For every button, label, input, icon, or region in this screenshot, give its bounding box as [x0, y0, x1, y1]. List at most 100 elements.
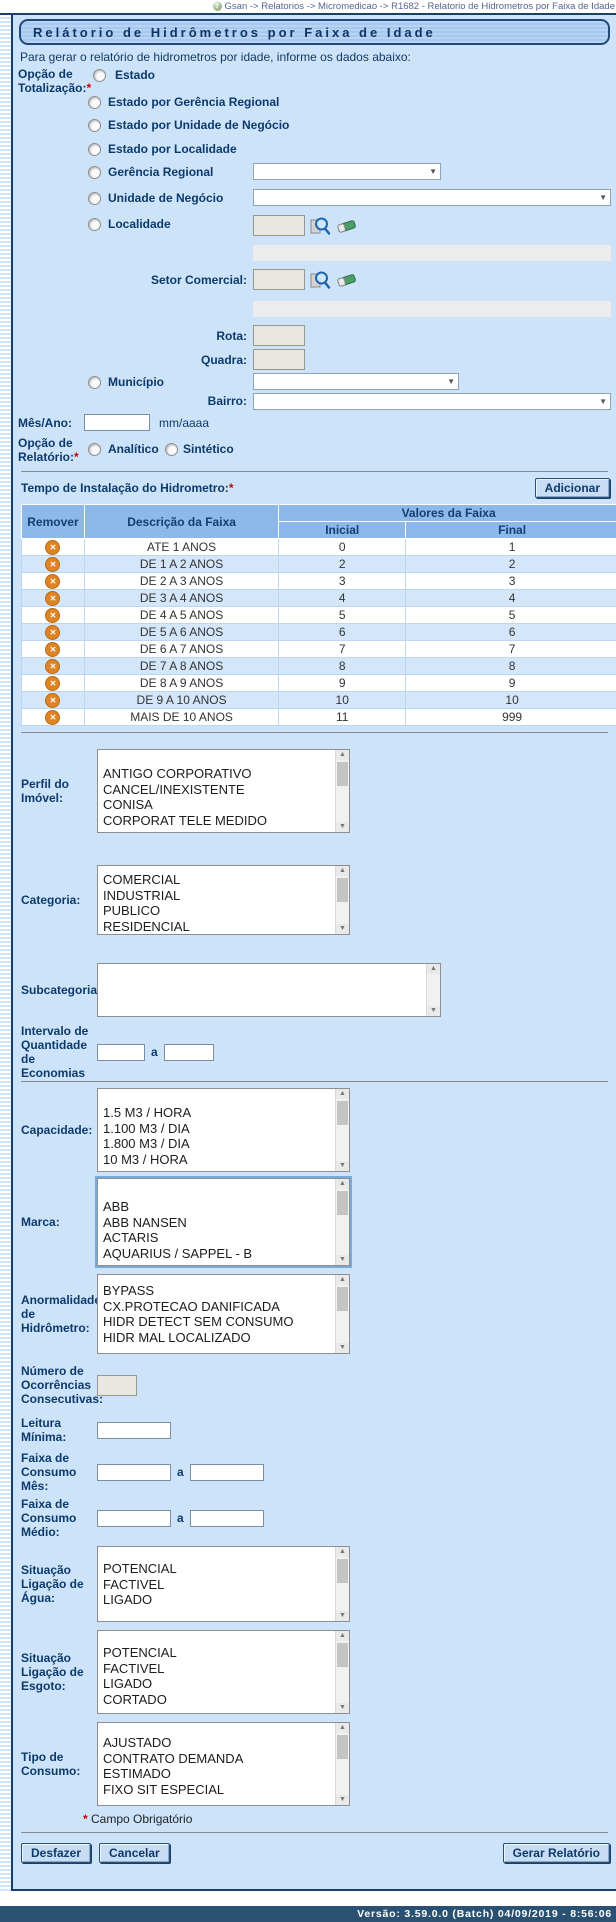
scrollbar-thumb[interactable] — [337, 878, 348, 902]
scrollbar-thumb[interactable] — [337, 1559, 348, 1583]
scroll-down-icon[interactable]: ▼ — [336, 822, 349, 832]
intervalo-ate-input[interactable] — [163, 1043, 214, 1061]
listbox-scrollbar[interactable]: ▲ ▼ — [335, 1275, 349, 1353]
help-icon[interactable]: ? — [212, 2, 222, 11]
scroll-up-icon[interactable]: ▲ — [336, 1275, 349, 1285]
listbox-option[interactable]: COMERCIAL — [103, 872, 181, 887]
intervalo-de-input[interactable] — [97, 1043, 145, 1061]
scroll-up-icon[interactable]: ▲ — [336, 750, 349, 760]
listbox-option[interactable]: INDUSTRIAL — [103, 887, 181, 903]
scroll-up-icon[interactable]: ▲ — [336, 1723, 349, 1733]
listbox-option[interactable]: CORPORAT TELE MEDIDO — [103, 812, 267, 828]
faixa-consumo-mes-de-input[interactable] — [97, 1463, 171, 1481]
listbox-option[interactable]: HIDR MAL LOCALIZADO — [103, 1329, 251, 1345]
listbox-option[interactable]: CONTRATO DEMANDA — [103, 1750, 244, 1766]
scroll-up-icon[interactable]: ▲ — [336, 1631, 349, 1641]
listbox-scrollbar[interactable]: ▲ ▼ — [335, 1179, 349, 1265]
scroll-up-icon[interactable]: ▲ — [336, 866, 349, 876]
radio-estado[interactable] — [93, 69, 106, 82]
listbox-option[interactable]: POTENCIAL — [103, 1645, 177, 1660]
listbox-option[interactable]: LIGADO — [103, 1676, 153, 1691]
scroll-down-icon[interactable]: ▼ — [336, 924, 349, 934]
cancelar-button[interactable]: Cancelar — [99, 1843, 170, 1863]
remove-icon[interactable]: ✕ — [45, 574, 61, 589]
radio-sintetico[interactable] — [165, 443, 178, 456]
situacao-esgoto-listbox[interactable]: POTENCIAL FACTIVEL LIGADO CORTADO ▲ ▼ — [97, 1630, 350, 1714]
listbox-option[interactable]: 1.5 M3 / HORA — [103, 1105, 192, 1120]
listbox-option[interactable]: FIXO SIT ESPECIAL — [103, 1781, 225, 1797]
eraser-icon[interactable] — [336, 271, 358, 289]
gerencia-regional-select[interactable]: ▼ — [253, 163, 441, 180]
listbox-option[interactable]: ANTIGO CORPORATIVO — [103, 766, 252, 781]
capacidade-listbox[interactable]: 1.5 M3 / HORA 1.100 M3 / DIA 1.800 M3 / DI… — [97, 1088, 350, 1172]
gerar-relatorio-button[interactable]: Gerar Relatório — [502, 1843, 610, 1863]
listbox-option[interactable]: ABB — [103, 1199, 130, 1214]
listbox-option[interactable]: ESTIMADO — [103, 1766, 171, 1781]
listbox-option[interactable]: 1.800 M3 / DIA — [103, 1136, 190, 1151]
listbox-option[interactable]: ACTARIS — [103, 1230, 159, 1245]
radio-analitico[interactable] — [88, 443, 101, 456]
unidade-negocio-select[interactable]: ▼ — [253, 189, 611, 206]
situacao-agua-listbox[interactable]: POTENCIAL FACTIVEL LIGADO ▲ ▼ — [97, 1546, 350, 1622]
scrollbar-thumb[interactable] — [337, 1191, 348, 1215]
chevron-down-icon[interactable]: ▼ — [429, 167, 437, 176]
faixa-consumo-mes-ate-input[interactable] — [189, 1463, 264, 1481]
radio-municipio[interactable] — [88, 376, 101, 389]
listbox-option[interactable]: LIGADO — [103, 1592, 153, 1607]
listbox-scrollbar[interactable]: ▲ ▼ — [335, 1547, 349, 1621]
remove-icon[interactable]: ✕ — [45, 540, 61, 555]
listbox-option[interactable]: AQUARIUS / SAPPEL - B — [103, 1245, 253, 1261]
remove-icon[interactable]: ✕ — [45, 693, 61, 708]
chevron-down-icon[interactable]: ▼ — [599, 193, 607, 202]
radio-gerencia-regional[interactable] — [88, 166, 101, 179]
chevron-down-icon[interactable]: ▼ — [599, 397, 607, 406]
scroll-up-icon[interactable]: ▲ — [336, 1547, 349, 1557]
remove-icon[interactable]: ✕ — [45, 591, 61, 606]
eraser-icon[interactable] — [336, 217, 358, 235]
remove-icon[interactable]: ✕ — [45, 557, 61, 572]
search-icon[interactable] — [310, 270, 331, 290]
listbox-option[interactable]: CANCEL/INEXISTENTE — [103, 781, 245, 797]
scroll-down-icon[interactable]: ▼ — [336, 1255, 349, 1265]
scroll-up-icon[interactable]: ▲ — [336, 1089, 349, 1099]
listbox-option[interactable]: ABB NANSEN — [103, 1214, 187, 1230]
remove-icon[interactable]: ✕ — [45, 642, 61, 657]
listbox-scrollbar[interactable]: ▲ ▼ — [335, 1723, 349, 1805]
listbox-option[interactable]: FACTIVEL — [103, 1576, 165, 1592]
scroll-down-icon[interactable]: ▼ — [336, 1703, 349, 1713]
faixa-consumo-medio-ate-input[interactable] — [189, 1509, 264, 1527]
municipio-select[interactable]: ▼ — [253, 373, 459, 390]
listbox-option[interactable]: RESIDENCIAL — [103, 918, 190, 934]
listbox-scrollbar[interactable]: ▲ ▼ — [426, 964, 440, 1016]
listbox-option[interactable]: 1.100 M3 / DIA — [103, 1120, 190, 1136]
listbox-scrollbar[interactable]: ▲ ▼ — [335, 866, 349, 934]
remove-icon[interactable]: ✕ — [45, 659, 61, 674]
remove-icon[interactable]: ✕ — [45, 676, 61, 691]
listbox-scrollbar[interactable]: ▲ ▼ — [335, 1631, 349, 1713]
remove-icon[interactable]: ✕ — [45, 710, 61, 725]
listbox-option[interactable]: AJUSTADO — [103, 1735, 172, 1750]
radio-estado-gerencia[interactable] — [88, 96, 101, 109]
scrollbar-thumb[interactable] — [337, 1101, 348, 1125]
listbox-scrollbar[interactable]: ▲ ▼ — [335, 1089, 349, 1171]
listbox-option[interactable]: CONISA — [103, 797, 153, 812]
remove-icon[interactable]: ✕ — [45, 625, 61, 640]
listbox-option[interactable]: 10 M3 / HORA — [103, 1151, 188, 1167]
scroll-up-icon[interactable]: ▲ — [427, 964, 440, 974]
chevron-down-icon[interactable]: ▼ — [447, 377, 455, 386]
search-icon[interactable] — [310, 216, 331, 236]
radio-localidade[interactable] — [88, 218, 101, 231]
scrollbar-thumb[interactable] — [337, 762, 348, 786]
radio-unidade-negocio[interactable] — [88, 192, 101, 205]
scroll-down-icon[interactable]: ▼ — [427, 1006, 440, 1016]
scrollbar-thumb[interactable] — [337, 1287, 348, 1311]
adicionar-button[interactable]: Adicionar — [534, 478, 610, 498]
scroll-down-icon[interactable]: ▼ — [336, 1795, 349, 1805]
listbox-option[interactable]: POTENCIAL — [103, 1561, 177, 1576]
desfazer-button[interactable]: Desfazer — [21, 1843, 92, 1863]
anormalidade-listbox[interactable]: BYPASS CX.PROTECAO DANIFICADA HIDR DETECT … — [97, 1274, 350, 1354]
leitura-minima-input[interactable] — [97, 1421, 171, 1439]
listbox-option[interactable]: BYPASS — [103, 1283, 155, 1298]
perfil-imovel-listbox[interactable]: ANTIGO CORPORATIVO CANCEL/INEXISTENTE CONI… — [97, 749, 350, 833]
scroll-down-icon[interactable]: ▼ — [336, 1161, 349, 1171]
